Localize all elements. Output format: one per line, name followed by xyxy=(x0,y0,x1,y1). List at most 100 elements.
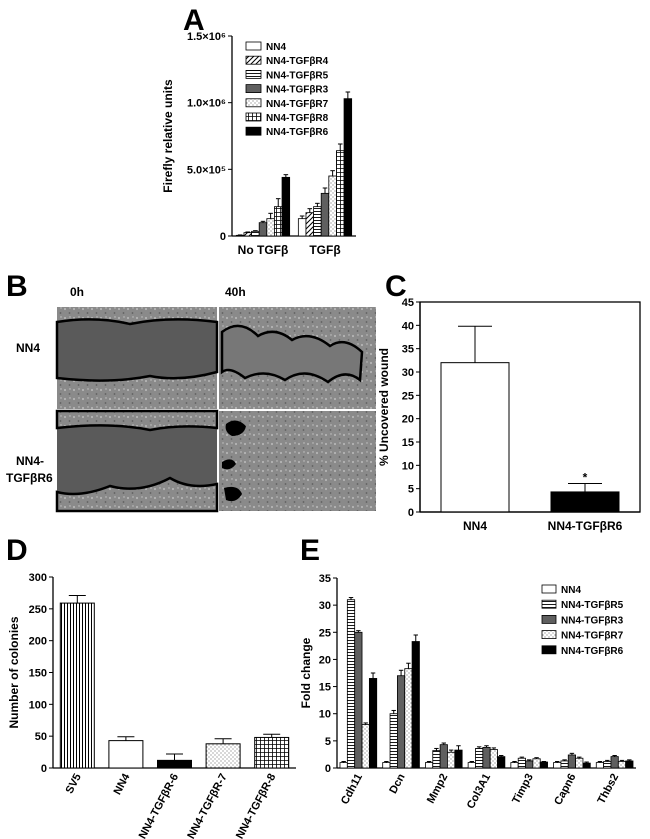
bar xyxy=(595,762,605,769)
y-tick-label: 150 xyxy=(29,668,47,680)
y-tick-label: 50 xyxy=(35,731,47,743)
legend-swatch xyxy=(245,70,262,79)
y-axis-label: Fold change xyxy=(299,637,313,708)
x-category-label: SV5 xyxy=(64,772,84,796)
y-tick-label: 30 xyxy=(402,367,414,379)
x-category-label: NN4 xyxy=(463,519,487,533)
legend-swatch xyxy=(245,55,262,65)
chart-panel-a: 0 5.0×10⁵ 1.0×10⁶ 1.5×10⁶ Firefly relative u… xyxy=(161,31,356,257)
chart-panel-c: 0 5 10 15 20 25 30 35 40 45 % Uncovered wound * NN4 N… xyxy=(377,297,641,533)
legend-swatch xyxy=(245,98,262,108)
plot-frame xyxy=(419,301,641,513)
bar xyxy=(553,762,562,769)
row-label-nn4: NN4 xyxy=(16,341,40,355)
bar xyxy=(313,206,322,237)
bar xyxy=(108,740,144,769)
bar xyxy=(205,743,241,769)
chart-panel-e: 0 5 10 15 20 25 30 35 Fold change NN4 NN4-TGFβR5 NN… xyxy=(299,573,636,811)
panel-label-b: B xyxy=(6,270,28,303)
bar xyxy=(425,762,434,769)
y-tick-label: 35 xyxy=(319,573,331,585)
bar xyxy=(396,675,406,769)
legend-label: NN4-TGFβR8 xyxy=(266,113,329,124)
x-category-label: NN4 xyxy=(112,771,133,797)
bar xyxy=(454,749,463,769)
y-tick-label: 20 xyxy=(402,414,414,426)
legend-swatch xyxy=(541,615,557,624)
x-category-label: TGFβ xyxy=(309,243,340,257)
legend-swatch xyxy=(245,84,262,93)
y-tick-label: 0 xyxy=(325,763,331,775)
y-tick-label: 5.0×10⁵ xyxy=(187,164,226,176)
x-category-label: Thbs2 xyxy=(595,772,621,806)
time-label-0h: 0h xyxy=(70,285,84,299)
y-axis-label: Firefly relative units xyxy=(161,79,175,193)
bar xyxy=(440,362,510,513)
y-tick-label: 45 xyxy=(402,297,414,309)
bar xyxy=(467,762,476,769)
y-tick-label: 35 xyxy=(402,344,414,356)
y-tick-label: 0 xyxy=(220,231,226,243)
x-category-label: NN4-TGFβR-7 xyxy=(185,772,229,839)
x-category-label: Mmp2 xyxy=(425,772,451,806)
bar xyxy=(361,724,370,769)
significance-marker: * xyxy=(583,471,588,485)
legend-label: NN4-TGFβR3 xyxy=(561,615,624,626)
bar xyxy=(489,749,498,769)
micrograph-nn4-40h xyxy=(219,307,376,409)
legend-label: NN4-TGFβR6 xyxy=(561,646,624,657)
bar xyxy=(539,761,548,769)
y-tick-label: 250 xyxy=(29,604,47,616)
legend-label: NN4 xyxy=(561,585,581,596)
bar xyxy=(297,218,307,237)
bar xyxy=(389,713,398,769)
legend-label: NN4-TGFβR6 xyxy=(266,127,329,138)
y-axis-label: % Uncovered wound xyxy=(377,348,391,466)
bar xyxy=(382,762,391,769)
y-tick-label: 20 xyxy=(319,654,331,666)
legend-label: NN4-TGFβR7 xyxy=(266,99,329,110)
legend-label: NN4-TGFβR5 xyxy=(561,600,624,611)
bar xyxy=(339,762,348,769)
bar xyxy=(258,222,268,237)
bar xyxy=(625,760,634,769)
y-tick-label: 1.0×10⁶ xyxy=(187,98,226,110)
bar xyxy=(517,757,526,769)
x-category-label: No TGFβ xyxy=(238,243,289,257)
panel-label-a: A xyxy=(183,4,205,37)
x-category-label: Cdh11 xyxy=(339,772,365,807)
bar xyxy=(254,736,290,769)
y-tick-label: 0 xyxy=(41,763,47,775)
bar xyxy=(475,748,484,769)
bar xyxy=(336,150,345,237)
legend-swatch xyxy=(541,630,557,639)
bar xyxy=(305,212,314,237)
legend-swatch xyxy=(541,584,557,594)
bar xyxy=(510,762,519,769)
bar xyxy=(368,678,378,769)
y-axis-label: Number of colonies xyxy=(7,616,21,728)
bar xyxy=(482,746,491,769)
bar xyxy=(251,230,260,237)
y-tick-label: 10 xyxy=(319,709,331,721)
bar xyxy=(343,98,353,237)
row-label-nn4-tgfbr6-line1: NN4- xyxy=(16,454,44,468)
row-label-nn4-tgfbr6-line2: TGFβR6 xyxy=(6,471,53,485)
wound-healing-micrographs: 0h 40h NN4 NN4- TGFβR6 xyxy=(6,285,376,513)
bar xyxy=(532,758,541,769)
panel-label-d: D xyxy=(6,534,28,567)
micrograph-nn4-tgfbr6-40h xyxy=(219,411,376,511)
bar xyxy=(567,754,577,769)
x-category-label: Dcn xyxy=(387,772,407,796)
legend-swatch xyxy=(541,599,557,609)
chart-panel-d: 0 50 100 150 200 250 300 Number of colonies SV5 N… xyxy=(7,572,296,839)
bar xyxy=(354,631,363,769)
y-tick-label: 30 xyxy=(319,600,331,612)
x-category-label: Timp3 xyxy=(510,772,536,806)
bar xyxy=(550,491,620,513)
y-tick-label: 1.5×10⁶ xyxy=(187,31,226,43)
bar xyxy=(525,760,534,769)
bar xyxy=(582,762,591,769)
y-tick-label: 25 xyxy=(402,390,414,402)
micrograph-nn4-tgfbr6-0h xyxy=(55,409,219,513)
